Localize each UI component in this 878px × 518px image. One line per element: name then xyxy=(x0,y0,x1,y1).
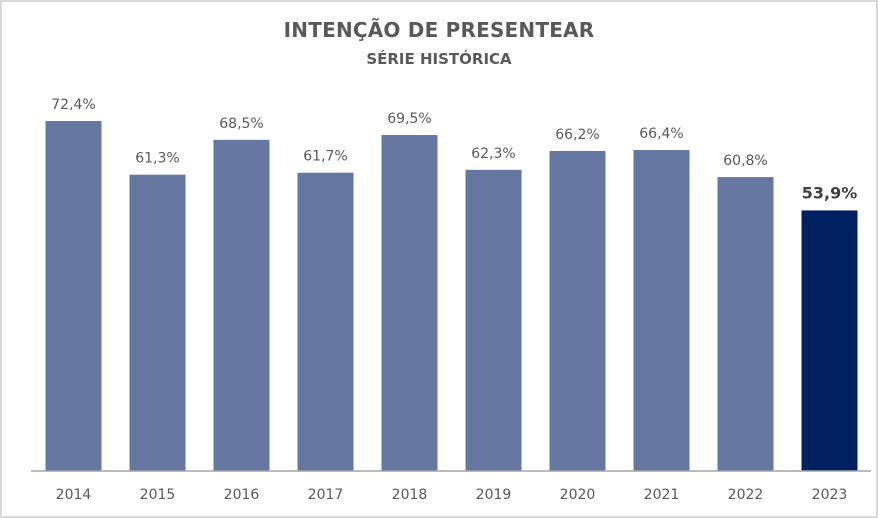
data-label-2015: 61,3% xyxy=(135,151,179,167)
x-tick-label: 2019 xyxy=(476,487,512,503)
bar-2015 xyxy=(129,174,186,471)
bar-2019 xyxy=(465,169,522,471)
x-tick-label: 2022 xyxy=(728,487,764,503)
x-tick-label: 2021 xyxy=(644,487,680,503)
x-tick-label: 2014 xyxy=(56,487,92,503)
x-tick-label: 2018 xyxy=(392,487,428,503)
bar-2021 xyxy=(633,150,690,471)
data-label-2020: 66,2% xyxy=(555,127,599,143)
x-tick-label: 2017 xyxy=(308,487,344,503)
data-label-2019: 62,3% xyxy=(471,146,515,162)
bar-2014 xyxy=(45,121,102,471)
bar-2016 xyxy=(213,139,270,472)
x-tick-label: 2020 xyxy=(560,487,596,503)
data-label-2021: 66,4% xyxy=(639,126,683,142)
data-label-2022: 60,8% xyxy=(723,153,767,169)
bar-2022 xyxy=(717,177,774,472)
data-label-2014: 72,4% xyxy=(51,97,95,113)
x-tick-label: 2016 xyxy=(224,487,260,503)
data-label-2017: 61,7% xyxy=(303,149,347,165)
bar-2020 xyxy=(549,150,606,471)
x-tick-label: 2015 xyxy=(140,487,176,503)
data-label-2016: 68,5% xyxy=(219,116,263,132)
chart-title: INTENÇÃO DE PRESENTEAR xyxy=(283,18,595,42)
data-label-2023: 53,9% xyxy=(802,183,858,202)
data-label-2018: 69,5% xyxy=(387,111,431,127)
bar-2017 xyxy=(297,172,354,472)
bar-2018 xyxy=(381,135,438,471)
x-tick-label: 2023 xyxy=(812,487,848,503)
chart-subtitle: SÉRIE HISTÓRICA xyxy=(366,50,512,68)
bar-2023 xyxy=(801,210,858,471)
